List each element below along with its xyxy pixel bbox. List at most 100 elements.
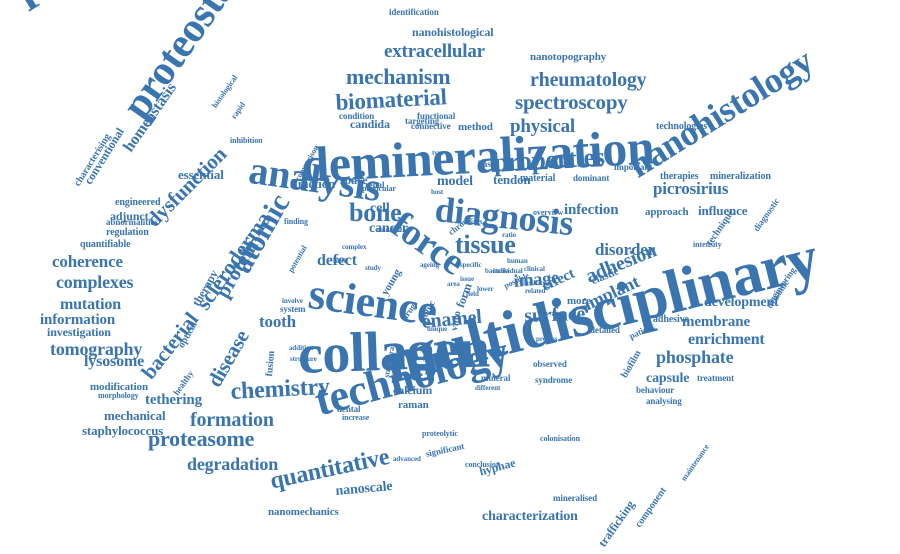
word-fusion: fusion bbox=[264, 350, 278, 377]
word-essential: essential bbox=[178, 167, 224, 182]
word-adhesive: adhesive bbox=[653, 314, 689, 325]
word-bone: bone bbox=[349, 198, 402, 227]
word-adjunct: adjunct bbox=[110, 209, 149, 223]
word-abnormalities: abnormalities bbox=[106, 217, 158, 227]
word-membrane: membrane bbox=[682, 314, 750, 330]
word-dental: dental bbox=[337, 404, 361, 414]
word-method: method bbox=[458, 121, 493, 133]
word-quantifiable: quantifiable bbox=[80, 239, 131, 250]
word-potential: potential bbox=[286, 243, 309, 274]
word-conclusion: conclusion bbox=[465, 460, 501, 469]
word-nanomechanics: nanomechanics bbox=[268, 506, 339, 518]
word-characterization: characterization bbox=[482, 509, 578, 524]
word-intensity: intensity bbox=[693, 240, 722, 249]
word-tomography: tomography bbox=[50, 339, 143, 359]
word-investigation: investigation bbox=[47, 325, 111, 339]
word-type: type bbox=[432, 149, 445, 157]
word-trafficking: trafficking bbox=[595, 497, 638, 550]
word-tooth: tooth bbox=[259, 312, 296, 331]
word-mineral: mineral bbox=[481, 373, 511, 383]
word-based: based bbox=[478, 159, 500, 169]
word-treatment: treatment bbox=[697, 373, 735, 383]
word-detailed: detailed bbox=[590, 325, 620, 335]
word-complex: complex bbox=[342, 243, 367, 251]
word-remineralization: remineralization bbox=[6, 0, 303, 21]
word-mechanism: mechanism bbox=[346, 64, 451, 89]
word-different: different bbox=[475, 384, 501, 392]
word-system: system bbox=[280, 304, 306, 314]
word-unique: unique bbox=[427, 325, 448, 333]
word-modification: modification bbox=[90, 381, 148, 393]
word-chemistry: chemistry bbox=[229, 373, 331, 405]
word-process: process bbox=[536, 335, 558, 343]
word-clinical: clinical bbox=[524, 265, 545, 273]
word-mutation: mutation bbox=[60, 296, 121, 313]
word-influence: influence bbox=[698, 203, 748, 218]
word-addition: addition bbox=[289, 344, 314, 352]
word-increase: increase bbox=[342, 413, 370, 422]
word-surface: surface bbox=[523, 302, 586, 327]
word-related: related bbox=[525, 287, 546, 295]
word-nanohistological: nanohistological bbox=[412, 25, 494, 39]
word-raman: raman bbox=[398, 399, 429, 411]
word-changes: changes bbox=[409, 354, 433, 362]
word-defect: defect bbox=[317, 252, 357, 269]
word-regulation: regulation bbox=[106, 227, 149, 238]
word-significant: significant bbox=[424, 440, 466, 459]
word-approach: approach bbox=[645, 206, 689, 218]
word-advanced: advanced bbox=[393, 455, 421, 463]
word-issue: issue bbox=[460, 275, 475, 283]
word-infection: infection bbox=[564, 202, 619, 218]
word-ratio: ratio bbox=[502, 231, 517, 239]
word-study: study bbox=[365, 264, 381, 272]
word-particular: particular bbox=[362, 184, 396, 193]
word-bacteria: bacteria bbox=[485, 267, 509, 275]
word-space: space bbox=[340, 173, 368, 187]
word-tendon: tendon bbox=[493, 172, 531, 187]
word-proteolytic: proteolytic bbox=[422, 429, 458, 438]
word-staphylococcus: staphylococcus bbox=[82, 423, 164, 438]
word-behaviour: behaviour bbox=[636, 385, 675, 395]
word-tissue: tissue bbox=[455, 230, 516, 259]
word-biomaterial: biomaterial bbox=[334, 84, 448, 115]
word-complexes: complexes bbox=[56, 272, 134, 292]
word-analysing: analysing bbox=[646, 396, 682, 406]
word-tethering: tethering bbox=[145, 392, 202, 408]
word-proteasome: proteasome bbox=[148, 426, 255, 451]
word-overview: overview bbox=[533, 208, 564, 217]
word-function: function bbox=[290, 176, 336, 191]
word-condition: condition bbox=[339, 111, 375, 121]
word-ageing: ageing bbox=[420, 261, 440, 269]
word-individual: individual bbox=[493, 267, 523, 275]
word-diagnostic: diagnostic bbox=[751, 196, 782, 234]
word-calcium: calcium bbox=[393, 383, 433, 397]
word-renal: renal bbox=[365, 180, 385, 190]
word-cell: cell bbox=[370, 201, 390, 216]
word-mineralised: mineralised bbox=[553, 493, 598, 503]
word-important: important bbox=[614, 162, 653, 172]
word-targeting: targeting bbox=[405, 116, 440, 126]
word-human: human bbox=[507, 257, 528, 265]
word-capsule: capsule bbox=[646, 371, 690, 386]
word-degradation: degradation bbox=[187, 454, 279, 474]
word-finding: finding bbox=[284, 217, 308, 226]
word-area: area bbox=[447, 280, 460, 288]
word-picrosirius: picrosirius bbox=[653, 179, 729, 198]
word-morphology: morphology bbox=[98, 391, 139, 400]
word-observed: observed bbox=[533, 359, 567, 369]
word-structure: structure bbox=[290, 355, 317, 363]
word-cancer: cancer bbox=[369, 221, 408, 236]
word-elasticity: elasticity bbox=[520, 279, 546, 287]
word-disorder: disorder bbox=[595, 240, 656, 259]
word-enrichment: enrichment bbox=[688, 331, 765, 348]
word-inhibition: inhibition bbox=[230, 136, 263, 145]
word-involve: involve bbox=[282, 297, 303, 305]
word-spectroscopy: spectroscopy bbox=[515, 90, 628, 114]
word-physical: physical bbox=[510, 116, 575, 137]
word-formation: formation bbox=[190, 409, 274, 431]
word-histological: histological bbox=[210, 73, 240, 110]
word-multiple: multiple bbox=[378, 226, 403, 234]
word-extracellular: extracellular bbox=[384, 41, 485, 62]
word-component: component bbox=[633, 485, 669, 530]
word-lower: lower bbox=[477, 285, 494, 293]
